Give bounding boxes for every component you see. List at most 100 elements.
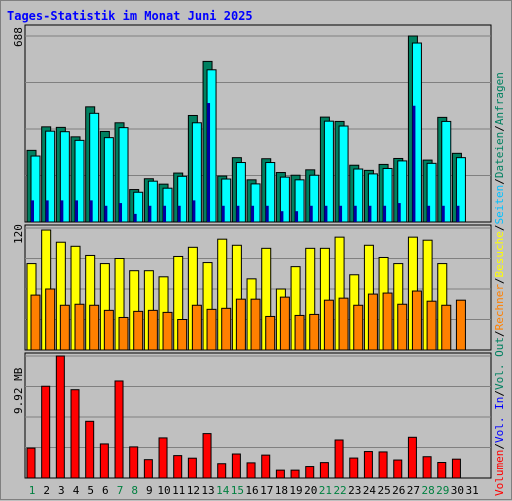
seiten-bar bbox=[295, 211, 299, 222]
dateien-bar bbox=[221, 178, 232, 223]
day-label: 12 bbox=[186, 484, 200, 497]
dateien-bar bbox=[59, 131, 70, 223]
rechner-bar bbox=[426, 300, 437, 351]
volumen-bar bbox=[363, 451, 373, 479]
dateien-bar bbox=[147, 180, 158, 223]
dateien-bar bbox=[89, 112, 100, 223]
rechner-bar bbox=[147, 309, 158, 351]
legend-separator: / bbox=[493, 277, 506, 285]
seiten-bar bbox=[441, 205, 445, 222]
seiten-bar bbox=[45, 200, 49, 222]
seiten-bar bbox=[133, 213, 137, 222]
rechner-bar bbox=[397, 303, 408, 351]
dateien-bar bbox=[250, 183, 261, 223]
seiten-bar bbox=[265, 205, 269, 222]
dateien-bar bbox=[353, 168, 364, 223]
legend-anfragen: Anfragen bbox=[493, 72, 506, 126]
volumen-bar bbox=[55, 355, 65, 479]
day-label: 30 bbox=[450, 484, 465, 497]
legend-separator: / bbox=[493, 330, 506, 338]
volumen-bar bbox=[114, 380, 124, 479]
dateien-bar bbox=[45, 130, 56, 223]
rechner-bar bbox=[294, 314, 305, 351]
day-label: 4 bbox=[72, 484, 80, 497]
seiten-bar bbox=[456, 205, 460, 222]
rechner-bar bbox=[411, 290, 422, 351]
rechner-bar bbox=[191, 304, 202, 351]
legend-vol_in: Vol. In bbox=[493, 396, 506, 444]
rechner-bar bbox=[103, 309, 114, 351]
volumen-bar bbox=[173, 455, 183, 479]
dateien-bar bbox=[367, 173, 378, 223]
day-label: 22 bbox=[333, 484, 347, 497]
rechner-bar bbox=[250, 298, 261, 351]
rechner-bar bbox=[309, 313, 320, 351]
volumen-bar bbox=[158, 437, 168, 479]
seiten-bar bbox=[324, 205, 328, 222]
volumen-bar bbox=[129, 446, 139, 479]
legend-besuche: Besuche bbox=[493, 231, 506, 278]
volumen-bar bbox=[319, 462, 329, 479]
day-label: 26 bbox=[392, 484, 406, 497]
day-label: 23 bbox=[348, 484, 362, 497]
chart-legend: Volumen/Vol. In/Vol. Out/Rechner/Besuche… bbox=[493, 72, 506, 496]
seiten-bar bbox=[427, 205, 431, 222]
volumen-bar bbox=[290, 469, 300, 479]
dateien-bar bbox=[133, 191, 144, 223]
seiten-bar bbox=[251, 205, 255, 222]
seiten-bar bbox=[163, 205, 167, 222]
volumen-bar bbox=[334, 439, 344, 479]
dateien-bar bbox=[265, 162, 276, 223]
legend-separator: / bbox=[493, 443, 506, 450]
seiten-bar bbox=[353, 205, 357, 222]
day-label: 13 bbox=[201, 484, 215, 497]
day-label: 2 bbox=[43, 484, 50, 497]
seiten-bar bbox=[309, 205, 313, 222]
day-label: 15 bbox=[230, 484, 244, 497]
volumen-bar bbox=[99, 443, 109, 479]
rechner-bar bbox=[382, 292, 393, 351]
volumen-bar bbox=[41, 385, 51, 479]
day-label: 5 bbox=[87, 484, 94, 497]
dateien-bar bbox=[74, 139, 85, 223]
rechner-bar bbox=[30, 294, 41, 351]
rechner-bar bbox=[441, 304, 452, 351]
dateien-bar bbox=[162, 187, 173, 223]
rechner-bar bbox=[206, 308, 217, 351]
day-label: 18 bbox=[274, 484, 288, 497]
seiten-bar bbox=[192, 200, 196, 222]
rechner-bar bbox=[367, 293, 378, 351]
day-label: 31 bbox=[465, 484, 479, 497]
day-label: 1 bbox=[28, 484, 36, 497]
rechner-bar bbox=[455, 299, 466, 351]
dateien-bar bbox=[338, 125, 349, 223]
rechner-bar bbox=[177, 319, 188, 351]
rechner-bar bbox=[45, 288, 56, 351]
seiten-bar bbox=[60, 200, 64, 222]
rechner-bar bbox=[133, 310, 144, 351]
seiten-bar bbox=[148, 205, 152, 222]
dateien-bar bbox=[103, 137, 114, 223]
dateien-bar bbox=[382, 167, 393, 223]
volumen-bar bbox=[246, 462, 256, 479]
volumen-bar bbox=[261, 454, 271, 479]
day-label: 25 bbox=[377, 484, 391, 497]
seiten-bar bbox=[177, 205, 181, 222]
volumen-bar bbox=[437, 462, 447, 479]
rechner-bar bbox=[265, 315, 276, 351]
seiten-bar bbox=[104, 205, 108, 222]
seiten-bar bbox=[31, 200, 34, 222]
volumen-bar bbox=[217, 463, 227, 479]
rechner-bar bbox=[323, 299, 334, 351]
rechner-bar bbox=[338, 297, 349, 351]
dateien-bar bbox=[177, 175, 188, 223]
rechner-bar bbox=[235, 298, 246, 351]
legend-separator: / bbox=[493, 125, 506, 132]
legend-separator: / bbox=[493, 178, 506, 185]
seiten-bar bbox=[412, 105, 416, 222]
volumen-bar bbox=[407, 436, 417, 479]
legend-volumen: Volumen bbox=[493, 449, 506, 496]
volumen-bar bbox=[422, 456, 432, 479]
